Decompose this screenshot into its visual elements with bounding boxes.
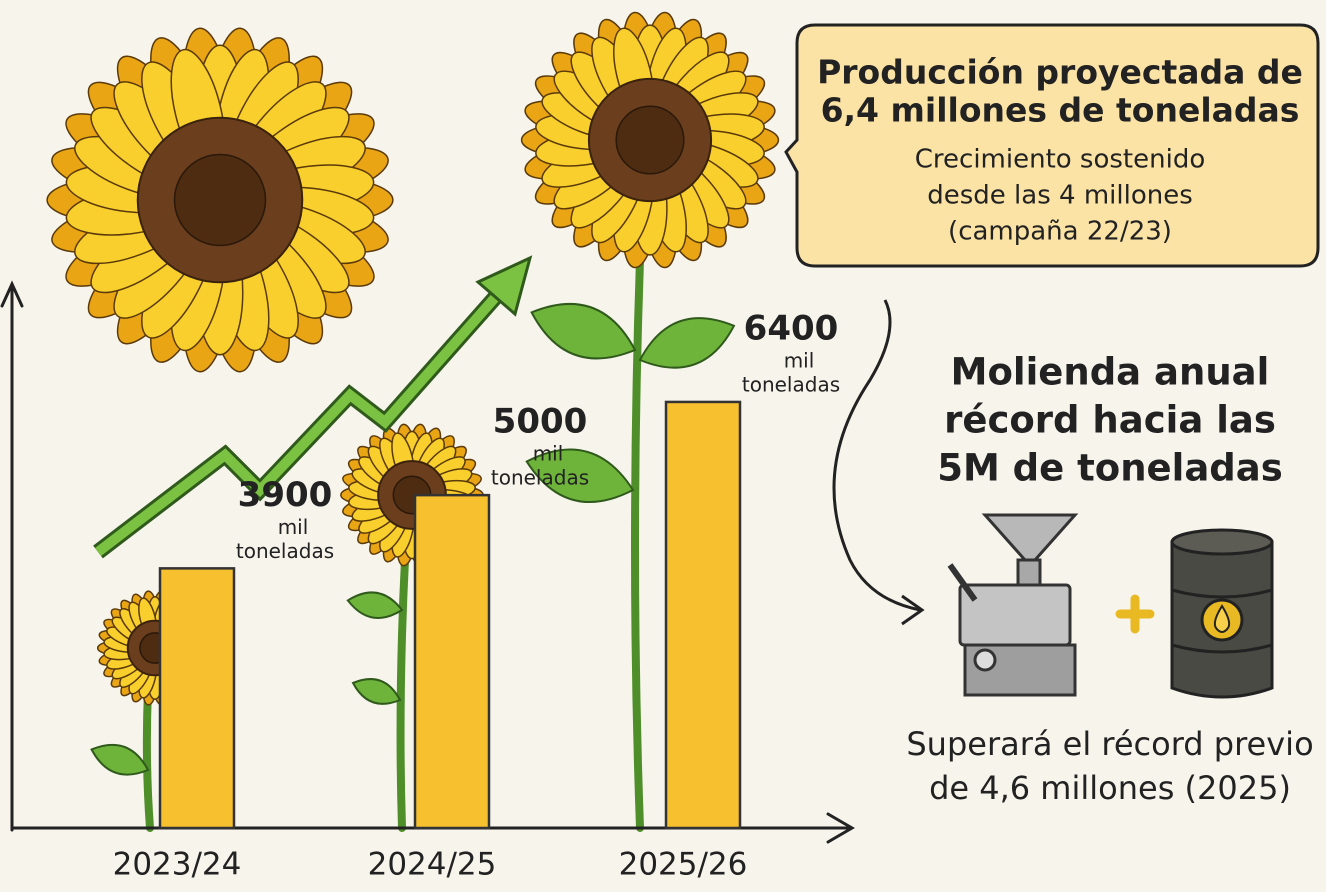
- callout: Producción proyectada de 6,4 millones de…: [786, 25, 1318, 266]
- unit-label: mil: [784, 348, 815, 372]
- x-tick-label: 2024/25: [368, 847, 497, 883]
- callout-text: (campaña 22/23): [948, 217, 1172, 247]
- side-title: 5M de toneladas: [937, 447, 1283, 490]
- unit-label: toneladas: [742, 372, 840, 396]
- callout-title: 6,4 millones de toneladas: [821, 91, 1300, 130]
- bar: [666, 402, 740, 828]
- side-title: récord hacia las: [944, 399, 1276, 442]
- side-title: Molienda anual: [951, 351, 1270, 394]
- flower-seeds: [175, 155, 266, 246]
- unit-label: mil: [533, 442, 564, 466]
- oil-barrel: [1172, 530, 1272, 697]
- bar: [415, 495, 489, 828]
- value-label: 3900: [238, 475, 333, 515]
- callout-text: desde las 4 millones: [927, 181, 1193, 211]
- unit-label: toneladas: [236, 539, 334, 563]
- unit-label: mil: [278, 515, 309, 539]
- x-tick-label: 2025/26: [619, 847, 748, 883]
- stem: [147, 690, 150, 828]
- infographic: Producción proyectada de 6,4 millones de…: [0, 0, 1326, 892]
- stem: [401, 560, 405, 828]
- flower-seeds: [616, 106, 684, 174]
- bar: [160, 568, 234, 828]
- callout-title: Producción proyectada de: [817, 53, 1303, 92]
- x-tick-label: 2023/24: [113, 847, 242, 883]
- side-note: Superará el récord previo: [906, 725, 1313, 763]
- value-label: 6400: [744, 308, 839, 348]
- unit-label: toneladas: [491, 466, 589, 490]
- callout-text: Crecimiento sostenido: [915, 145, 1205, 175]
- value-label: 5000: [493, 402, 588, 442]
- side-note: de 4,6 millones (2025): [929, 769, 1291, 807]
